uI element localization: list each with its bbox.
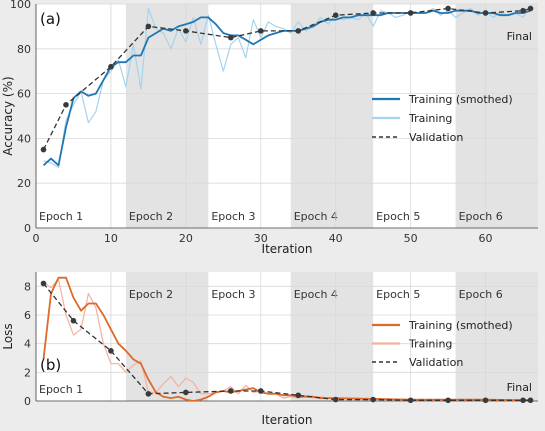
validation-point	[145, 23, 152, 30]
y-tick-label: 8	[24, 280, 31, 293]
epoch-label: Epoch 4	[294, 210, 338, 223]
x-tick-label: 50	[404, 232, 418, 245]
epoch-band	[290, 4, 374, 228]
epoch-band	[455, 272, 538, 401]
legend-label: Training (smothed)	[408, 319, 513, 332]
validation-point	[228, 388, 234, 394]
validation-point	[445, 5, 451, 12]
final-annotation: Final	[507, 381, 532, 394]
plot-area	[36, 4, 538, 228]
validation-point	[295, 28, 302, 34]
validation-point	[257, 388, 264, 394]
y-axis-label: Loss	[1, 323, 15, 349]
validation-point	[145, 391, 152, 397]
x-tick-label: 40	[329, 232, 343, 245]
panel-label: (a)	[40, 10, 61, 28]
x-axis-label: Iteration	[262, 242, 313, 256]
y-tick-label: 20	[17, 177, 31, 190]
y-tick-label: 0	[24, 395, 31, 408]
epoch-band	[455, 4, 538, 228]
epoch-label: Epoch 6	[459, 288, 503, 301]
y-tick-label: 60	[17, 88, 31, 101]
validation-point	[40, 280, 47, 287]
epoch-label: Epoch 6	[459, 210, 503, 223]
validation-point	[228, 34, 234, 41]
validation-point	[407, 10, 414, 16]
legend-label: Training (smothed)	[408, 93, 513, 106]
x-tick-label: 20	[179, 232, 193, 245]
epoch-label: Epoch 1	[39, 210, 83, 223]
validation-point	[520, 7, 526, 14]
validation-point	[108, 63, 114, 70]
validation-point	[482, 10, 489, 16]
plot-area	[36, 272, 538, 401]
x-tick-label: 0	[33, 232, 40, 245]
validation-point	[183, 28, 189, 34]
validation-point	[370, 10, 376, 16]
validation-point	[332, 12, 339, 18]
y-axis-label: Accuracy (%)	[1, 76, 15, 155]
y-tick-label: 40	[17, 132, 31, 145]
y-tick-label: 6	[24, 309, 31, 322]
legend-label: Validation	[409, 356, 463, 369]
x-tick-label: 60	[479, 232, 493, 245]
validation-point	[527, 397, 534, 404]
validation-point	[70, 317, 77, 324]
final-annotation: Final	[507, 30, 532, 43]
validation-point	[332, 396, 339, 403]
series-line-validation	[42, 283, 531, 401]
legend-label: Validation	[409, 131, 463, 144]
validation-point	[183, 389, 189, 396]
panel-label: (b)	[40, 356, 61, 374]
validation-point	[520, 397, 526, 404]
epoch-label: Epoch 4	[294, 288, 338, 301]
epoch-label: Epoch 2	[129, 210, 173, 223]
x-tick-label: 10	[104, 232, 118, 245]
legend-label: Training	[408, 338, 452, 351]
accuracy-panel: Epoch 1 Epoch 2 Epoch 3 Epoch 4 Epoch 5 Epoch…	[1, 0, 538, 256]
x-axis-label: Iteration	[262, 413, 313, 427]
epoch-label: Epoch 3	[211, 210, 255, 223]
y-tick-label: 4	[24, 338, 31, 351]
epoch-band	[290, 272, 374, 401]
y-tick-label: 0	[24, 222, 31, 235]
validation-point	[63, 102, 69, 108]
validation-point	[295, 392, 302, 399]
validation-point	[407, 397, 414, 404]
validation-point	[257, 28, 264, 34]
legend-label: Training	[408, 112, 452, 125]
epoch-label: Epoch 2	[129, 288, 173, 301]
validation-point	[527, 5, 534, 12]
loss-panel: Epoch 1 Epoch 2 Epoch 3 Epoch 4 Epoch 5 Epoch…	[1, 272, 538, 427]
y-tick-label: 80	[17, 43, 31, 56]
epoch-label: Epoch 3	[211, 288, 255, 301]
epoch-label: Epoch 5	[376, 210, 420, 223]
x-tick-label: 30	[254, 232, 268, 245]
y-tick-label: 100	[10, 0, 31, 11]
epoch-label: Epoch 5	[376, 288, 420, 301]
validation-point	[40, 146, 47, 153]
validation-point	[482, 397, 489, 404]
validation-point	[108, 348, 114, 354]
epoch-label: Epoch 1	[39, 383, 83, 396]
validation-point	[445, 397, 451, 404]
validation-point	[370, 396, 376, 403]
y-tick-label: 2	[24, 366, 31, 379]
